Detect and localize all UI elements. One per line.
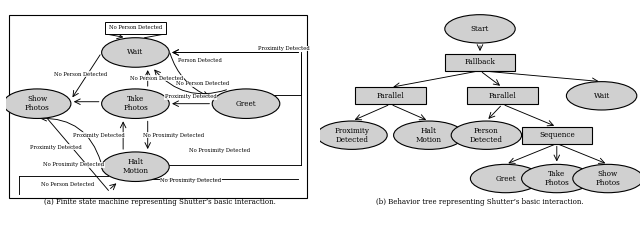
Text: Proximity Detected: Proximity Detected (29, 144, 81, 150)
Text: Parallel: Parallel (376, 92, 404, 100)
Ellipse shape (212, 89, 280, 118)
Ellipse shape (445, 15, 515, 43)
Text: No Person Detected: No Person Detected (41, 182, 95, 187)
FancyBboxPatch shape (522, 127, 592, 144)
FancyBboxPatch shape (467, 87, 538, 104)
Text: Greet: Greet (236, 100, 257, 108)
Ellipse shape (522, 164, 592, 193)
Ellipse shape (3, 89, 71, 118)
Ellipse shape (102, 89, 169, 118)
Text: Greet: Greet (495, 174, 516, 183)
Ellipse shape (470, 164, 541, 193)
Text: No Person Detected: No Person Detected (131, 76, 184, 81)
Text: Show
Photos: Show Photos (596, 170, 620, 187)
Ellipse shape (102, 38, 169, 67)
Text: Start: Start (471, 25, 489, 33)
Ellipse shape (566, 82, 637, 110)
Text: (b) Behavior tree representing Shutter’s basic interaction.: (b) Behavior tree representing Shutter’s… (376, 198, 584, 206)
Text: Show
Photos: Show Photos (25, 95, 49, 112)
Text: Sequence: Sequence (539, 131, 575, 139)
Text: Fallback: Fallback (465, 58, 495, 66)
Text: No Proximity Detected: No Proximity Detected (44, 162, 104, 167)
Text: No Person Detected: No Person Detected (54, 72, 107, 77)
Text: Halt
Motion: Halt Motion (416, 127, 442, 144)
Text: Wait: Wait (593, 92, 610, 100)
Text: Person Detected: Person Detected (178, 58, 222, 63)
Text: Take
Photos: Take Photos (545, 170, 569, 187)
Text: Take
Photos: Take Photos (123, 95, 148, 112)
Text: Parallel: Parallel (488, 92, 516, 100)
Text: No Proximity Detected: No Proximity Detected (189, 148, 250, 153)
Text: Proximity Detected: Proximity Detected (73, 133, 124, 138)
Text: No Person Detected: No Person Detected (177, 82, 230, 87)
FancyBboxPatch shape (105, 22, 166, 34)
FancyBboxPatch shape (355, 87, 426, 104)
Text: Proximity Detected: Proximity Detected (165, 94, 216, 99)
Ellipse shape (394, 121, 464, 149)
FancyBboxPatch shape (445, 54, 515, 71)
Text: No Proximity Detected: No Proximity Detected (143, 133, 204, 138)
Ellipse shape (102, 152, 169, 181)
Text: (a) Finite state machine representing Shutter’s basic interaction.: (a) Finite state machine representing Sh… (44, 198, 276, 206)
Text: Proximity
Detected: Proximity Detected (335, 127, 369, 144)
Ellipse shape (451, 121, 522, 149)
Ellipse shape (573, 164, 640, 193)
Text: Person
Detected: Person Detected (470, 127, 503, 144)
Ellipse shape (317, 121, 387, 149)
Text: No Person Detected: No Person Detected (109, 25, 162, 30)
Text: No Proximity Detected: No Proximity Detected (160, 178, 221, 183)
Text: Wait: Wait (127, 49, 143, 57)
Text: Halt
Motion: Halt Motion (122, 158, 148, 175)
Text: Proximity Detected: Proximity Detected (259, 46, 310, 51)
